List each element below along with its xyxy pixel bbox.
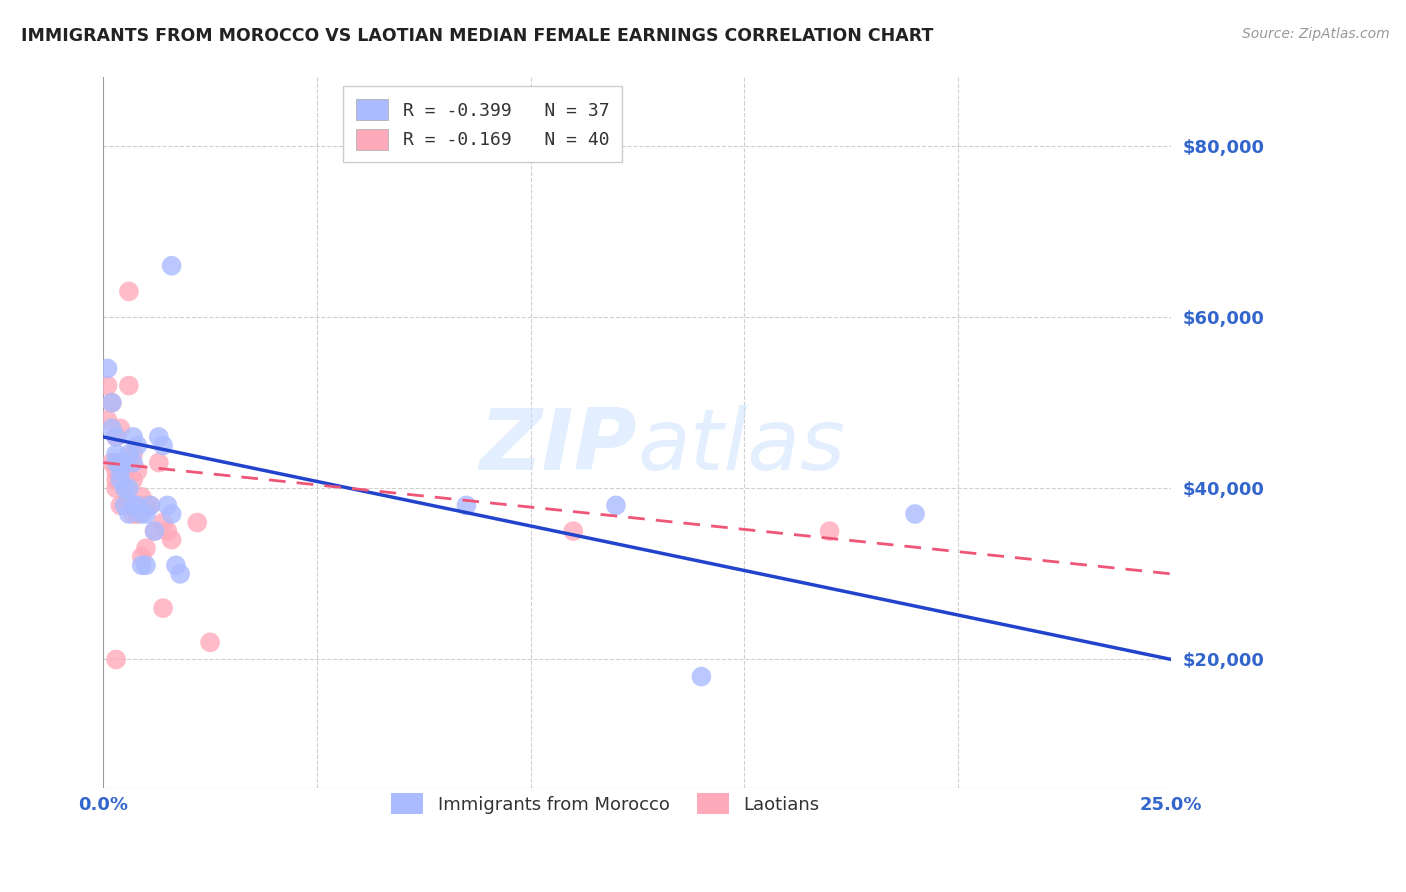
Point (139, 499, 162, 513)
Point (118, 481, 141, 495)
Point (690, 670, 713, 684)
Legend: Immigrants from Morocco, Laotians: Immigrants from Morocco, Laotians (380, 782, 831, 825)
Point (139, 499, 162, 513)
Point (152, 516, 174, 530)
Point (169, 566, 191, 581)
Point (96, 361, 118, 376)
Point (114, 456, 136, 470)
Point (101, 456, 124, 470)
Point (127, 438, 149, 452)
Point (160, 259, 183, 273)
Point (122, 507, 145, 521)
Point (135, 499, 157, 513)
Point (904, 507, 927, 521)
Point (156, 524, 179, 538)
Point (122, 456, 145, 470)
Point (105, 464, 128, 478)
Point (122, 447, 145, 461)
Point (96, 378, 118, 392)
Point (105, 456, 128, 470)
Point (105, 447, 128, 461)
Point (96, 413, 118, 427)
Text: atlas: atlas (637, 405, 845, 488)
Point (186, 516, 208, 530)
Point (156, 499, 179, 513)
Point (131, 507, 153, 521)
Point (127, 499, 149, 513)
Point (143, 524, 166, 538)
Point (118, 285, 141, 299)
Point (127, 507, 149, 521)
Point (143, 524, 166, 538)
Point (118, 378, 141, 392)
Point (135, 507, 157, 521)
Point (152, 601, 174, 615)
Point (160, 507, 183, 521)
Point (114, 481, 136, 495)
Text: Source: ZipAtlas.com: Source: ZipAtlas.com (1241, 27, 1389, 41)
Point (122, 430, 145, 444)
Point (135, 558, 157, 573)
Text: IMMIGRANTS FROM MOROCCO VS LAOTIAN MEDIAN FEMALE EARNINGS CORRELATION CHART: IMMIGRANTS FROM MOROCCO VS LAOTIAN MEDIA… (21, 27, 934, 45)
Point (605, 499, 627, 513)
Point (105, 430, 128, 444)
Point (105, 430, 128, 444)
Point (118, 507, 141, 521)
Point (131, 549, 153, 564)
Point (114, 499, 136, 513)
Point (105, 481, 128, 495)
Point (105, 473, 128, 487)
Point (114, 456, 136, 470)
Point (198, 635, 221, 649)
Point (818, 524, 841, 538)
Point (110, 456, 132, 470)
Point (110, 421, 132, 435)
Point (122, 473, 145, 487)
Point (165, 558, 187, 573)
Point (456, 499, 478, 513)
Point (127, 464, 149, 478)
Point (114, 481, 136, 495)
Point (148, 456, 170, 470)
Point (101, 395, 124, 409)
Point (118, 499, 141, 513)
Point (131, 490, 153, 504)
Point (131, 558, 153, 573)
Point (110, 473, 132, 487)
Point (152, 438, 174, 452)
Point (105, 652, 128, 666)
Point (562, 524, 585, 538)
Point (118, 456, 141, 470)
Point (122, 499, 145, 513)
Point (101, 421, 124, 435)
Point (118, 447, 141, 461)
Point (148, 430, 170, 444)
Point (110, 464, 132, 478)
Text: ZIP: ZIP (479, 405, 637, 488)
Point (135, 541, 157, 556)
Point (114, 499, 136, 513)
Point (110, 499, 132, 513)
Point (160, 533, 183, 547)
Point (101, 395, 124, 409)
Point (110, 473, 132, 487)
Point (110, 456, 132, 470)
